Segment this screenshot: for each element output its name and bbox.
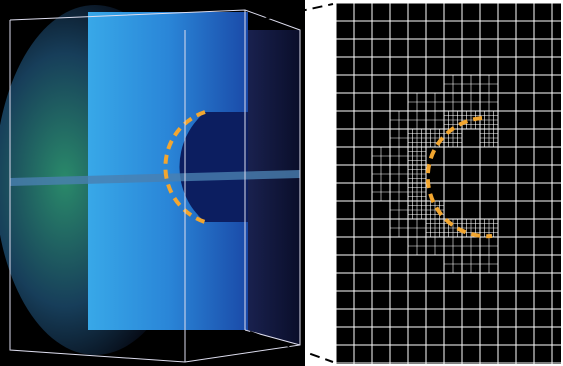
figure bbox=[0, 0, 563, 366]
volume-render-panel bbox=[0, 0, 305, 366]
back-face bbox=[245, 30, 300, 345]
mesh-panel bbox=[336, 3, 561, 364]
